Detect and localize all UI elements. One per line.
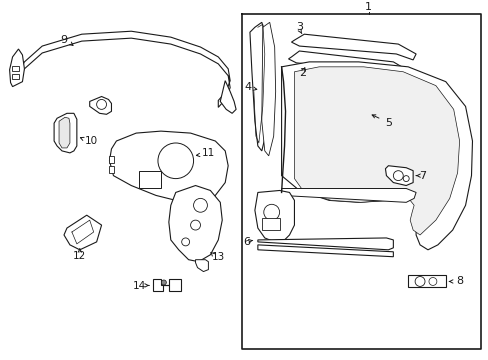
Circle shape [403,176,408,181]
Text: 13: 13 [211,252,224,262]
Text: 6: 6 [243,237,250,247]
Text: 4: 4 [244,82,251,91]
Polygon shape [109,131,228,202]
Polygon shape [109,166,114,173]
Polygon shape [294,67,459,235]
Polygon shape [385,166,412,185]
Polygon shape [291,34,415,60]
Polygon shape [109,156,114,163]
Polygon shape [10,49,24,87]
Text: 9: 9 [61,35,67,45]
Circle shape [182,238,189,246]
Polygon shape [257,238,392,250]
Polygon shape [18,31,230,107]
Polygon shape [59,117,70,148]
Text: 3: 3 [295,22,302,32]
Polygon shape [249,22,269,151]
Circle shape [161,280,166,285]
Bar [139,171,161,189]
Circle shape [414,276,424,287]
Circle shape [158,143,193,179]
Text: 7: 7 [419,171,426,181]
Circle shape [428,278,436,285]
Circle shape [392,171,403,181]
Polygon shape [407,275,445,287]
Polygon shape [254,190,294,242]
Bar [261,218,279,230]
Text: 8: 8 [455,276,462,287]
Polygon shape [288,51,409,78]
Circle shape [263,204,279,220]
Polygon shape [220,81,236,113]
Polygon shape [257,245,392,257]
Text: 12: 12 [73,251,86,261]
Polygon shape [281,62,471,250]
Polygon shape [89,96,111,114]
Bar [12,66,20,71]
Text: 10: 10 [85,136,98,146]
Polygon shape [261,22,275,156]
Circle shape [97,99,106,109]
Bar [12,74,20,79]
Text: 2: 2 [298,68,305,78]
Polygon shape [54,113,77,153]
Polygon shape [281,189,415,202]
Text: 11: 11 [202,148,215,158]
Circle shape [190,220,200,230]
Polygon shape [195,260,208,271]
Text: 1: 1 [365,3,371,13]
Polygon shape [168,185,222,262]
Polygon shape [153,279,181,291]
Polygon shape [64,215,102,250]
Text: 14: 14 [132,282,145,291]
Text: 5: 5 [384,118,391,128]
Circle shape [193,198,207,212]
